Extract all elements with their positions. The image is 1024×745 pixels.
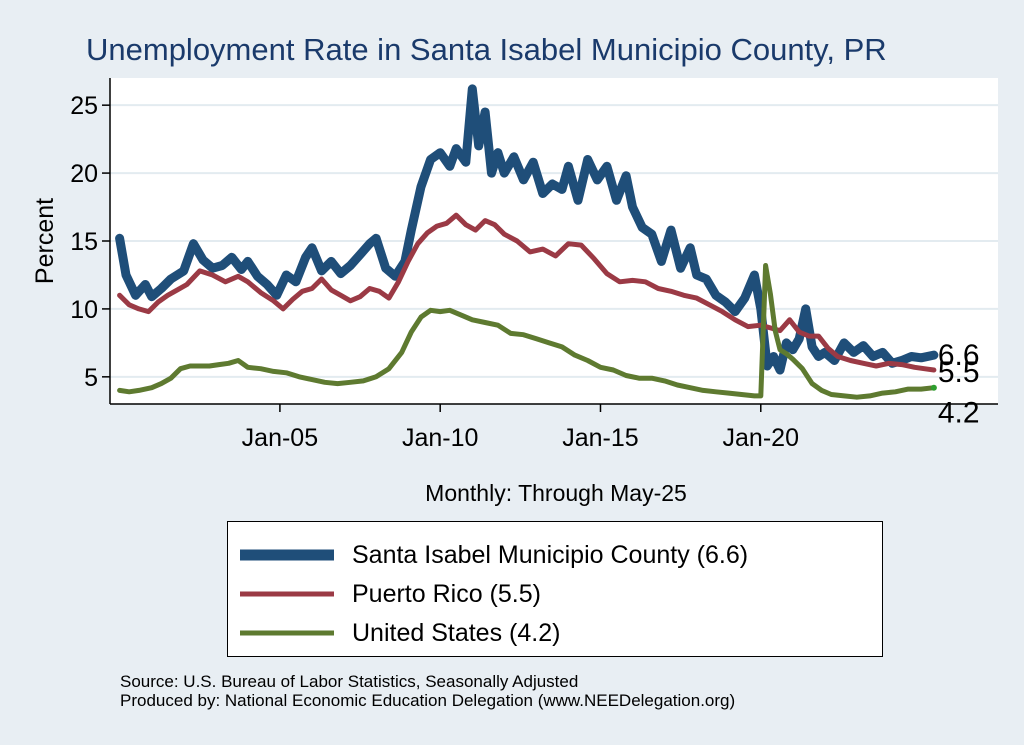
end-label-united-states: 4.2 (938, 397, 980, 430)
end-point-united-states (930, 384, 937, 391)
legend-label-santa-isabel: Santa Isabel Municipio County (6.6) (352, 540, 749, 569)
legend-item-santa-isabel: Santa Isabel Municipio County (6.6) (240, 537, 748, 573)
series-lines (115, 84, 939, 400)
legend-swatch-puerto-rico (240, 591, 334, 597)
x-tick-label: Jan-05 (242, 424, 318, 452)
y-tick-label: 25 (70, 92, 98, 120)
chart-title: Unemployment Rate in Santa Isabel Munici… (86, 32, 887, 67)
y-tick-label: 20 (70, 160, 98, 188)
end-value-labels: 6.65.5 4.2 (938, 339, 980, 430)
y-tick-label: 15 (70, 228, 98, 256)
legend-swatch-united-states (240, 630, 334, 636)
grid-lines (110, 104, 998, 378)
series-line-santa-isabel (115, 84, 939, 375)
series-line-puerto-rico (117, 212, 937, 373)
end-label-puerto-rico: 5.5 (938, 356, 980, 389)
end-label-santa-isabel: 6.6 (938, 339, 980, 372)
legend-label-puerto-rico: Puerto Rico (5.5) (352, 579, 541, 608)
y-axis-ticks: 5 10 15 20 25 (70, 92, 110, 392)
y-axis-label: Percent (31, 198, 59, 284)
source-line: Source: U.S. Bureau of Labor Statistics,… (120, 672, 579, 691)
produced-by-line: Produced by: National Economic Education… (120, 691, 736, 710)
y-tick-label: 5 (84, 364, 98, 392)
legend-item-united-states: United States (4.2) (240, 615, 560, 651)
y-tick-label: 10 (70, 296, 98, 324)
x-tick-label: Jan-15 (562, 424, 638, 452)
x-tick-label: Jan-10 (402, 424, 478, 452)
source-note: Source: U.S. Bureau of Labor Statistics,… (120, 672, 735, 710)
series-line-united-states (117, 263, 937, 400)
x-tick-label: Jan-20 (723, 424, 799, 452)
legend-label-united-states: United States (4.2) (352, 618, 561, 647)
legend: Santa Isabel Municipio County (6.6) Puer… (227, 521, 883, 657)
x-axis-ticks: Jan-05 Jan-10 Jan-15 Jan-20 (242, 404, 799, 452)
x-axis-label: Monthly: Through May-25 (425, 480, 687, 506)
legend-item-puerto-rico: Puerto Rico (5.5) (240, 576, 541, 612)
legend-swatch-santa-isabel (240, 549, 334, 561)
